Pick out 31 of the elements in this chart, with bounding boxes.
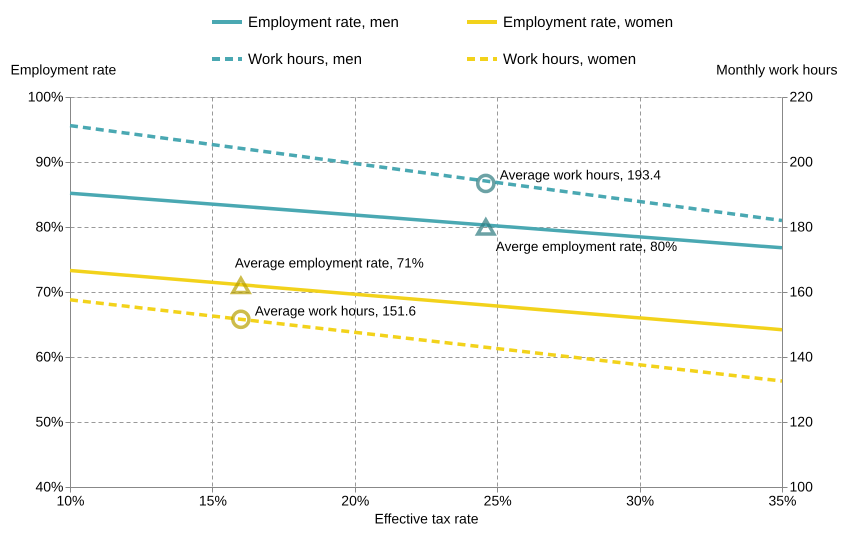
y-tick-label: 90%: [35, 154, 64, 170]
x-tick-label: 25%: [484, 492, 512, 508]
y2-tick-label: 140: [790, 348, 814, 364]
y-tick-label: 50%: [35, 414, 64, 430]
y2-tick-label: 180: [790, 218, 814, 234]
x-axis-title: Effective tax rate: [374, 510, 479, 526]
y2-tick-label: 220: [790, 88, 814, 104]
data-label: Average employment rate, 71%: [234, 256, 424, 270]
data-label: Average work hours, 151.6: [254, 303, 416, 318]
data-label: Average work hours, 193.4: [500, 167, 662, 182]
legend-label: Work hours, men: [248, 51, 362, 68]
y2-axis-title: Monthly work hours: [716, 62, 838, 78]
y-tick-label: 100%: [28, 88, 64, 104]
data-label: Averge employment rate, 80%: [496, 239, 678, 254]
y-tick-label: 70%: [35, 284, 64, 300]
x-tick-label: 30%: [626, 492, 654, 508]
y2-tick-label: 200: [790, 154, 814, 170]
x-tick-label: 10%: [56, 492, 85, 508]
legend-label: Employment rate, women: [503, 14, 674, 31]
y2-tick-label: 100: [790, 478, 814, 494]
y-tick-label: 60%: [35, 348, 64, 364]
y-tick-label: 80%: [35, 218, 64, 234]
x-tick-label: 20%: [341, 492, 370, 508]
legend-label: Employment rate, men: [248, 14, 399, 31]
y2-tick-label: 160: [790, 284, 814, 300]
x-tick-label: 35%: [768, 492, 797, 508]
x-tick-label: 15%: [198, 492, 227, 508]
legend-label: Work hours, women: [503, 51, 636, 68]
y2-tick-label: 120: [790, 414, 814, 430]
y-tick-label: 40%: [35, 478, 64, 494]
y-axis-title: Employment rate: [10, 62, 117, 78]
